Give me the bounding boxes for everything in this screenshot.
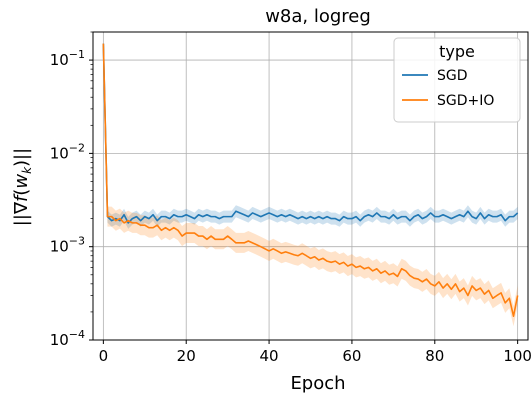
series-band-1 (103, 42, 518, 327)
legend-box (393, 37, 521, 123)
plot-frame (92, 31, 529, 341)
x-tick-label: 60 (342, 347, 361, 365)
x-tick-label: 20 (177, 347, 196, 365)
x-tick-label: 0 (99, 347, 109, 365)
y-axis-title: ||∇f(wk)|| (11, 148, 34, 226)
legend-label-sgd: SGD (437, 68, 468, 84)
y-tick-label: 10−1 (50, 48, 85, 69)
x-axis-title: Epoch (290, 373, 345, 394)
y-tick-label: 10−2 (50, 141, 85, 162)
x-tick-label: 80 (425, 347, 444, 365)
x-tick-label: 40 (260, 347, 279, 365)
legend: type SGD SGD+IO (393, 37, 521, 123)
y-tick-label: 10−4 (50, 328, 85, 349)
series-line-0 (102, 43, 519, 224)
legend-label-sgd-io: SGD+IO (437, 93, 494, 109)
legend-title: type (439, 42, 475, 61)
series-line-1 (102, 43, 519, 317)
chart-title: w8a, logreg (265, 6, 371, 27)
x-tick-label: 100 (503, 347, 532, 365)
y-tick-label: 10−3 (50, 235, 85, 256)
